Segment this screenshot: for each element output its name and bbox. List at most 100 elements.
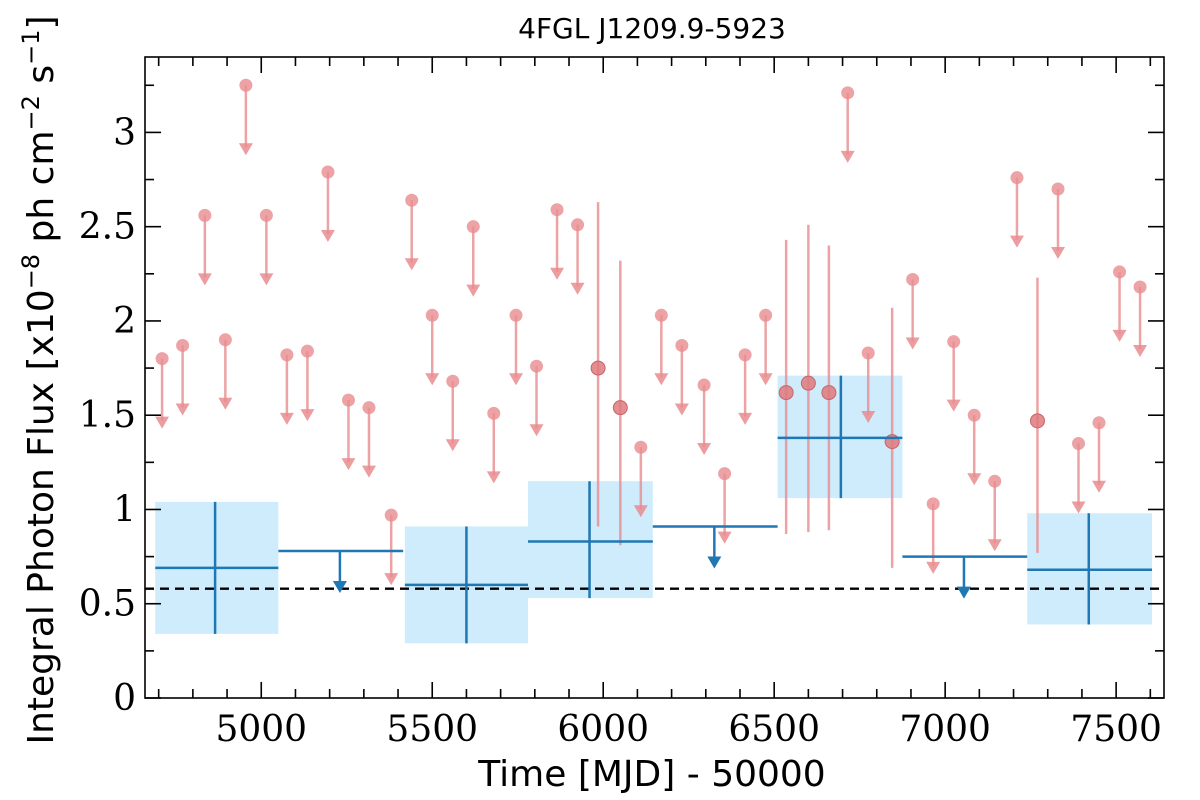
upper-limit-arrow: [861, 410, 876, 423]
upper-limit-point: [697, 378, 711, 392]
y-axis-label-main: Integral Photon Flux [x10: [21, 289, 62, 744]
upper-limit-point: [446, 374, 460, 388]
y-axis-label-mid: ph cm: [21, 130, 62, 253]
x-tick-label: 6500: [728, 709, 820, 750]
upper-limit-point: [926, 497, 940, 511]
upper-limit-point: [300, 344, 314, 358]
upper-limit-point: [321, 165, 335, 179]
upper-limit-arrow: [987, 539, 1002, 552]
upper-limit-arrow: [654, 373, 669, 386]
upper-limit-point: [947, 335, 961, 349]
chart-title: 4FGL J1209.9-5923: [518, 12, 786, 45]
x-tick-label: 7500: [1070, 709, 1162, 750]
upper-limit-arrow: [946, 399, 961, 412]
upper-limit-arrow: [175, 403, 190, 416]
upper-limit-arrow: [1112, 329, 1127, 342]
upper-limit-arrow: [674, 403, 689, 416]
coarse-limit-arrow: [956, 586, 971, 599]
detection-point: [778, 385, 794, 401]
plot-content: [145, 78, 1164, 644]
upper-limit-arrow: [155, 416, 170, 429]
upper-limit-point: [571, 218, 585, 232]
x-tick-label: 7000: [899, 709, 991, 750]
tick-labels: 5000 5500 6000 6500 7000 7500 0 0.5 1 1.5 2 2.5 3: [79, 112, 1162, 750]
upper-limit-point: [718, 467, 732, 481]
upper-limit-point: [155, 352, 169, 366]
upper-limit-point: [405, 193, 419, 207]
upper-limit-point: [1113, 265, 1127, 279]
y-tick-label: 2.5: [79, 207, 136, 248]
upper-limit-arrow: [341, 458, 356, 471]
upper-limit-arrow: [697, 443, 712, 456]
upper-limit-point: [654, 308, 668, 322]
upper-limit-arrow: [1092, 480, 1107, 493]
coarse-limit-arrow: [332, 580, 347, 593]
upper-limit-arrow: [758, 373, 773, 386]
upper-limit-arrow: [425, 373, 440, 386]
y-axis-label-exp1: −8: [17, 254, 45, 289]
upper-limit-arrow: [238, 143, 253, 156]
upper-limit-arrow: [404, 258, 419, 271]
upper-limit-point: [530, 359, 544, 373]
upper-limit-arrow: [550, 267, 565, 280]
upper-limit-point: [1051, 182, 1065, 196]
y-tick-label: 1.5: [79, 395, 136, 436]
upper-limit-point: [176, 338, 190, 352]
upper-limit-arrow: [926, 561, 941, 574]
y-tick-label: 0: [113, 678, 136, 719]
upper-limit-arrow: [384, 573, 399, 586]
upper-limit-point: [967, 408, 981, 422]
upper-limit-point: [675, 338, 689, 352]
upper-limit-arrow: [279, 412, 294, 425]
upper-limit-arrow: [320, 230, 335, 243]
y-axis-label-mid2: s: [21, 65, 62, 95]
upper-limit-point: [1010, 171, 1024, 185]
upper-limit-point: [341, 393, 355, 407]
upper-limit-arrow: [905, 337, 920, 350]
upper-limit-point: [280, 348, 294, 362]
upper-limit-arrow: [570, 282, 585, 295]
upper-limit-arrow: [529, 424, 544, 437]
detection-point: [821, 385, 837, 401]
upper-limit-arrow: [445, 439, 460, 452]
y-tick-label: 1: [113, 489, 136, 530]
y-axis-label-exp3: −1: [17, 30, 45, 65]
x-tick-label: 6000: [557, 709, 649, 750]
upper-limit-point: [1072, 436, 1086, 450]
detection-point: [1029, 413, 1045, 429]
upper-limit-point: [425, 308, 439, 322]
upper-limit-point: [1092, 416, 1106, 430]
upper-limit-arrow: [1050, 246, 1065, 259]
upper-limit-arrow: [1071, 501, 1086, 514]
upper-limit-point: [1133, 280, 1147, 294]
upper-limit-arrow: [840, 150, 855, 163]
upper-limit-arrow: [717, 531, 732, 544]
upper-limit-point: [239, 78, 253, 92]
plot-frame: [144, 56, 1165, 699]
upper-limit-arrow: [738, 412, 753, 425]
upper-limit-point: [218, 333, 232, 347]
x-tick-label: 5000: [215, 709, 307, 750]
upper-limit-point: [259, 208, 273, 222]
upper-limit-arrow: [466, 284, 481, 297]
x-axis-label: Time [MJD] - 50000: [477, 754, 825, 795]
upper-limit-point: [906, 272, 920, 286]
x-tick-label: 5500: [386, 709, 478, 750]
y-tick-label: 0.5: [79, 584, 136, 625]
upper-limit-arrow: [633, 505, 648, 518]
detection-point: [590, 360, 606, 376]
upper-limit-arrow: [509, 373, 524, 386]
upper-limit-point: [198, 208, 212, 222]
upper-limit-arrow: [1009, 235, 1024, 248]
upper-limit-point: [634, 440, 648, 454]
upper-limit-point: [466, 220, 480, 234]
upper-limit-point: [384, 508, 398, 522]
axis-ticks: [145, 57, 1164, 699]
y-axis-label-end: ]: [21, 15, 62, 29]
upper-limit-point: [509, 308, 523, 322]
y-axis-label: Integral Photon Flux [x10−8 ph cm−2 s−1]: [17, 15, 62, 744]
upper-limit-arrow: [967, 473, 982, 486]
upper-limit-arrow: [1133, 345, 1148, 358]
upper-limit-arrow: [300, 409, 315, 422]
